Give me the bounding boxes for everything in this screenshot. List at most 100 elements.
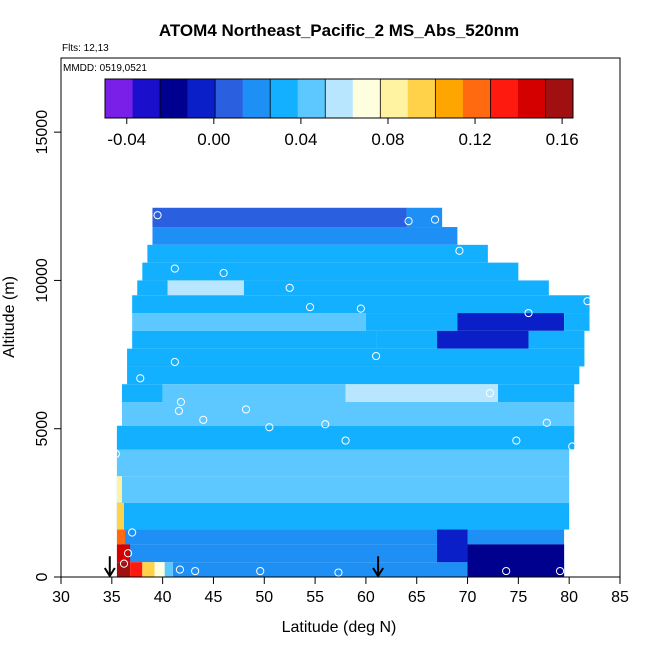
x-tick-label: 70: [459, 589, 477, 606]
colorbar-swatch: [407, 79, 436, 118]
sample-point: [334, 568, 343, 577]
x-tick-label: 85: [611, 589, 629, 606]
heatmap-cell: [121, 529, 565, 545]
heatmap-cell: [116, 476, 570, 503]
heatmap-cell: [147, 244, 488, 263]
heatmap-cell: [164, 562, 173, 577]
heatmap-cell: [132, 330, 377, 349]
colorbar-swatch: [215, 79, 243, 118]
colorbar-swatch: [270, 79, 299, 118]
sample-point: [123, 549, 133, 558]
sample-point: [555, 566, 565, 576]
sample-point: [170, 264, 179, 273]
sample-point: [111, 449, 120, 459]
sample-point: [430, 215, 440, 224]
heatmap-cell: [564, 313, 590, 331]
x-axis: 30 35 40 45 50 55 60 65 70 75 80 85: [52, 576, 629, 606]
sample-point: [176, 397, 186, 407]
sample-point: [199, 415, 208, 424]
heatmap-cell: [498, 384, 575, 403]
heatmap-cell: [121, 402, 575, 426]
heatmap-cell: [152, 227, 458, 245]
heatmap-cell: [467, 544, 565, 577]
colorbar-tick-label: 0.04: [284, 130, 317, 149]
sample-point: [542, 418, 551, 427]
heatmap-cell: [142, 262, 519, 281]
sample-point: [371, 351, 381, 361]
colorbar-swatch: [352, 79, 381, 118]
sample-point: [175, 565, 185, 574]
colorbar: [104, 78, 574, 119]
heatmap-cell: [132, 295, 590, 314]
heatmap-cell: [152, 207, 407, 228]
heatmap-cell: [116, 529, 126, 545]
sample-point: [485, 389, 495, 398]
sample-point: [219, 268, 228, 278]
x-tick-label: 55: [306, 589, 324, 606]
colorbar-swatch: [297, 79, 326, 118]
heatmap-cell: [130, 562, 143, 577]
x-tick-label: 40: [154, 589, 172, 606]
heatmap-cell: [154, 562, 165, 577]
y-axis: 0 5000 10000 15000: [34, 110, 62, 581]
heatmap-cell: [376, 330, 438, 349]
sample-point: [241, 405, 251, 414]
sample-point: [583, 297, 592, 306]
heatmap-cell: [457, 313, 565, 331]
sample-point: [568, 442, 577, 451]
x-tick-label: 50: [255, 589, 273, 606]
sample-point: [174, 406, 183, 416]
heatmap-cell: [121, 384, 163, 403]
sample-point: [356, 304, 365, 313]
heatmap-cell: [437, 529, 468, 563]
heatmap-cell: [116, 449, 570, 477]
colorbar-swatch: [160, 79, 188, 118]
chart-title: ATOM4 Northeast_Pacific_2 MS_Abs_520nm: [159, 21, 519, 40]
sample-point: [265, 423, 274, 432]
heatmap-cell: [172, 562, 565, 577]
sample-point: [455, 246, 464, 255]
heatmap-cell: [162, 384, 346, 403]
x-tick-label: 65: [408, 589, 426, 606]
heatmap-cell: [116, 502, 570, 530]
latitude-markers: [103, 556, 384, 578]
colorbar-swatch: [517, 79, 546, 118]
sample-point: [256, 566, 265, 576]
colorbar-ticks: -0.04 0.00 0.04 0.08 0.12 0.16: [107, 118, 579, 149]
heatmap-cell: [116, 476, 122, 503]
colorbar-swatch: [187, 79, 216, 118]
colorbar-swatch: [380, 79, 409, 118]
colorbar-tick-label: 0.00: [197, 130, 230, 149]
heatmap-cell: [167, 280, 244, 296]
sample-point: [321, 420, 330, 429]
colorbar-tick-label: 0.16: [546, 130, 579, 149]
colorbar-swatch: [242, 79, 271, 118]
heatmap-cell: [127, 366, 580, 385]
colorbar-swatch: [132, 79, 161, 118]
heatmap-cell: [116, 425, 575, 450]
sample-point: [305, 303, 315, 312]
heatmap-cell: [528, 330, 585, 349]
sample-point: [285, 283, 294, 292]
sample-point: [153, 211, 162, 220]
colorbar-tick-label: -0.04: [107, 130, 146, 149]
latitude-arrow: [103, 556, 116, 578]
heatmap-cell: [137, 280, 168, 296]
x-tick-label: 60: [357, 589, 375, 606]
heatmap-cell: [437, 330, 529, 349]
sample-point: [119, 559, 129, 568]
y-tick-label: 15000: [34, 110, 51, 155]
colorbar-swatch: [462, 79, 491, 118]
heatmap-cell: [243, 280, 549, 296]
heatmap-cell: [127, 348, 585, 367]
sample-point: [524, 308, 533, 318]
x-tick-label: 80: [560, 589, 578, 606]
colorbar-swatch: [435, 79, 464, 118]
colorbar-tick-label: 0.08: [371, 130, 404, 149]
heatmap-cell: [142, 562, 155, 577]
sample-point: [502, 566, 511, 576]
flights-annotation: Flts: 12,13: [62, 43, 109, 54]
sample-point: [170, 357, 179, 367]
y-axis-label: Altitude (m): [1, 276, 18, 358]
